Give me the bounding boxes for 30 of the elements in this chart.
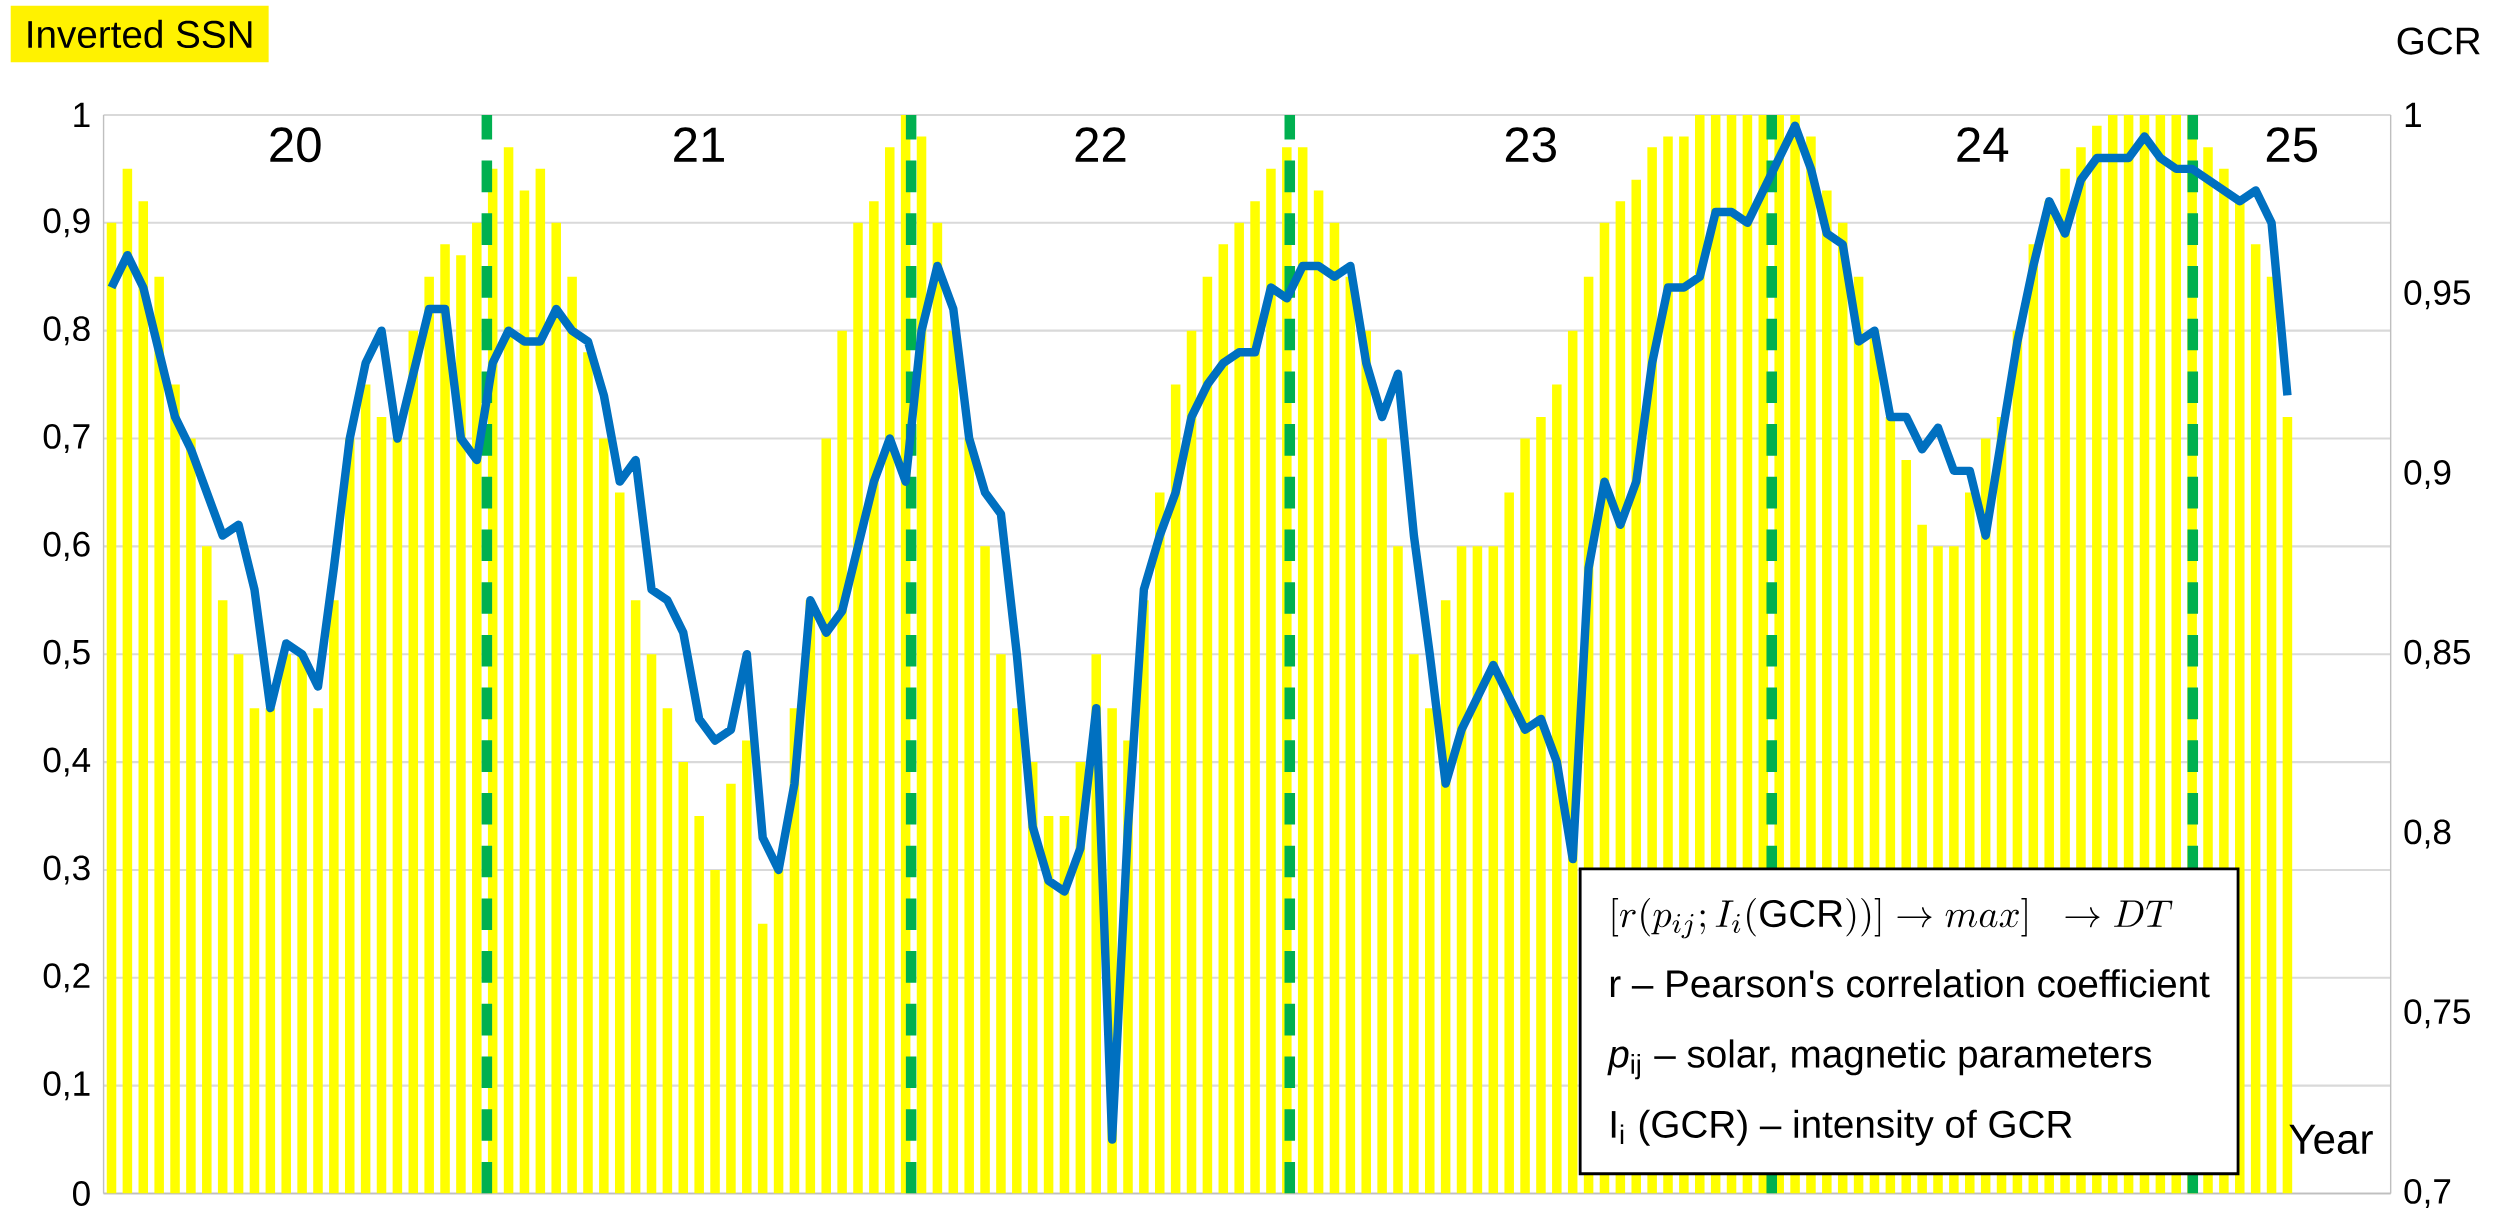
y2-tick-label: 1 bbox=[2405, 103, 2421, 128]
y2-tick-label: 0,9 bbox=[2404, 460, 2451, 490]
y2-tick-label: 0,7 bbox=[2404, 1179, 2451, 1209]
y-tick-label: 0,2 bbox=[43, 963, 90, 993]
annotation: 23 bbox=[1505, 127, 1556, 163]
y2-tick-label: 0,8 bbox=[2404, 819, 2451, 849]
annotation: 22 bbox=[1075, 127, 1126, 162]
y-tick-label: 1 bbox=[74, 103, 90, 128]
y2-axis-title: GCR bbox=[2397, 27, 2480, 55]
annotation: 25 bbox=[2266, 127, 2318, 163]
y2-tick-label: 0,95 bbox=[2404, 280, 2470, 310]
annotation: $\big[r(p_{ij};I_i(\mathrm{GCR}))\big]\rightarrow max]\;\;\rightarrow DT$ bbox=[1612, 898, 2173, 939]
y2-tick-label: 0,85 bbox=[2404, 639, 2470, 670]
y-tick-label: 0,5 bbox=[43, 639, 90, 670]
y-tick-label: 0,4 bbox=[43, 747, 91, 777]
y-tick-label: 0,3 bbox=[43, 855, 90, 885]
y-tick-label: 0,9 bbox=[43, 208, 90, 238]
y-tick-label: 0,1 bbox=[43, 1071, 90, 1101]
annotation: r – Pearson's correlation coefficient bbox=[1610, 969, 2210, 998]
annotation: 21 bbox=[674, 127, 724, 162]
annotation: p$_{ij}$ – solar, magnetic parameters bbox=[1607, 1039, 2152, 1080]
y2-tick-label: 0,75 bbox=[2404, 999, 2470, 1029]
y-tick-label: 0,8 bbox=[43, 316, 90, 346]
annotation: I$_{i}$ (GCR) – intensity of GCR bbox=[1611, 1109, 2072, 1146]
annotation: 20 bbox=[270, 127, 321, 163]
y-tick-label: 0 bbox=[72, 1181, 90, 1207]
y-tick-label: 0,6 bbox=[43, 532, 90, 562]
y-axis-title: Inverted SSN bbox=[28, 19, 252, 49]
annotation: 24 bbox=[1957, 127, 2009, 162]
y-tick-label: 0,7 bbox=[43, 424, 90, 454]
